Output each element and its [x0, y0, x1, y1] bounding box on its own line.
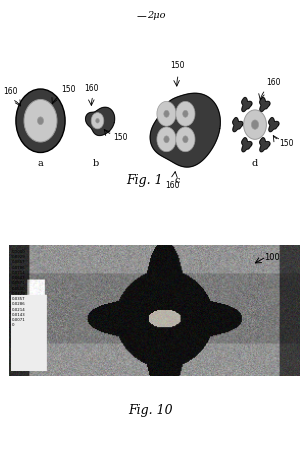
Text: 0.0286: 0.0286	[12, 303, 26, 306]
Text: 0.0143: 0.0143	[12, 313, 26, 317]
Circle shape	[38, 117, 44, 125]
Circle shape	[157, 101, 176, 126]
Circle shape	[164, 136, 169, 143]
Text: b: b	[93, 159, 99, 168]
Text: 0.1000: 0.1000	[12, 250, 26, 254]
Text: 0.0643: 0.0643	[12, 276, 26, 280]
Text: 0.0929: 0.0929	[12, 255, 26, 259]
Text: 160: 160	[3, 87, 18, 96]
Text: 0.0857: 0.0857	[12, 260, 26, 264]
Polygon shape	[242, 97, 252, 111]
Polygon shape	[269, 118, 279, 132]
Text: d: d	[252, 159, 258, 168]
Circle shape	[176, 127, 195, 152]
Polygon shape	[242, 138, 252, 152]
Text: a: a	[38, 159, 44, 168]
Text: 160: 160	[84, 84, 99, 93]
Polygon shape	[85, 107, 115, 135]
Text: 0.0357: 0.0357	[12, 297, 26, 301]
Text: 0: 0	[12, 323, 15, 328]
Circle shape	[164, 110, 169, 117]
Circle shape	[183, 110, 188, 117]
Text: 150: 150	[61, 85, 76, 94]
Text: Fig. 10: Fig. 10	[128, 404, 172, 417]
Circle shape	[96, 118, 99, 123]
Circle shape	[157, 127, 176, 152]
Text: 0.0071: 0.0071	[12, 318, 26, 322]
Text: 100: 100	[264, 253, 280, 262]
Text: Fig. 1: Fig. 1	[126, 174, 162, 187]
Circle shape	[251, 120, 259, 129]
Circle shape	[16, 89, 65, 153]
Circle shape	[244, 110, 266, 140]
Polygon shape	[260, 138, 270, 152]
Circle shape	[91, 113, 104, 129]
Polygon shape	[150, 93, 220, 167]
Text: 2μo: 2μo	[147, 11, 165, 20]
Circle shape	[183, 136, 188, 143]
Polygon shape	[233, 118, 243, 132]
Text: 150: 150	[170, 62, 184, 70]
Circle shape	[24, 100, 57, 142]
Text: 0.0214: 0.0214	[12, 308, 26, 312]
Text: 160: 160	[165, 181, 180, 190]
Polygon shape	[260, 97, 270, 111]
Text: 160: 160	[266, 77, 281, 87]
Text: 0.0714: 0.0714	[12, 271, 26, 275]
Text: 150: 150	[113, 133, 128, 141]
Text: —: —	[136, 11, 146, 21]
Text: 0.0571: 0.0571	[12, 281, 26, 285]
Circle shape	[176, 101, 195, 126]
Text: 0.0786: 0.0786	[12, 265, 26, 270]
Text: 0.0500: 0.0500	[12, 287, 26, 290]
Text: 150: 150	[280, 139, 294, 148]
Text: c: c	[174, 176, 180, 185]
Text: 0.0429: 0.0429	[12, 292, 26, 296]
